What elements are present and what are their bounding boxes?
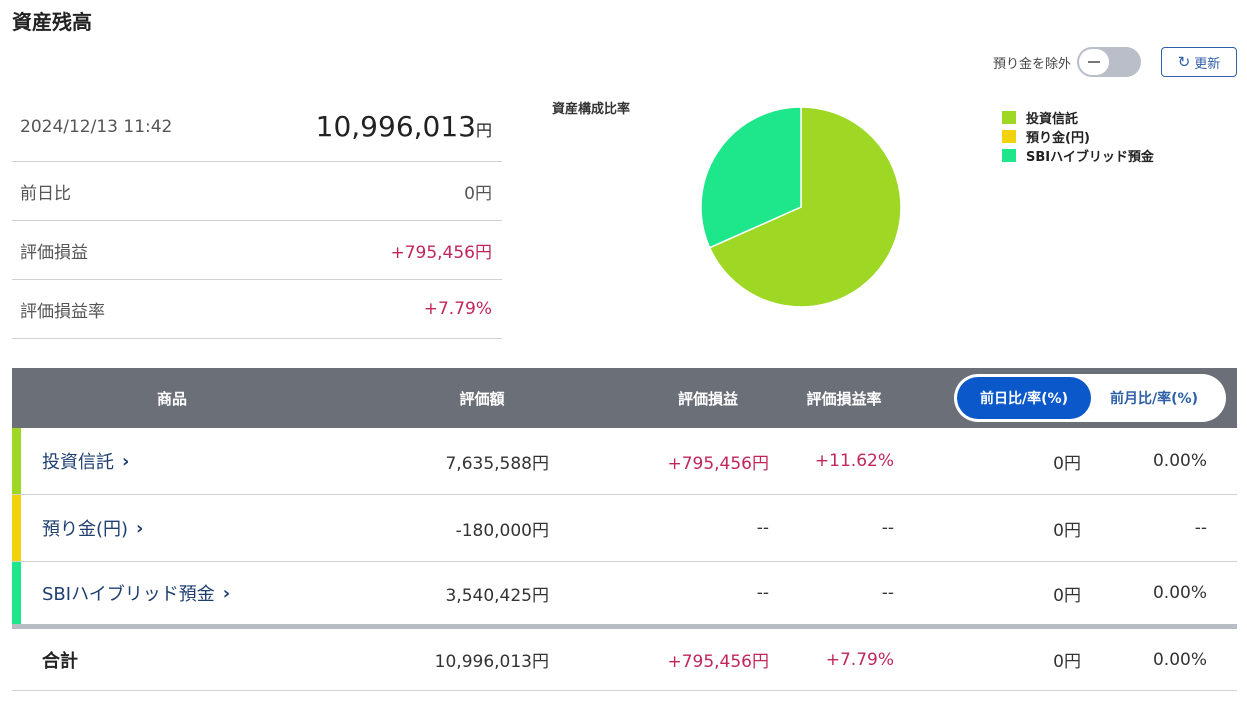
- product-name: 預り金(円): [42, 519, 129, 540]
- cell-diff-rate: 0.00%: [1152, 451, 1207, 471]
- summary-value: 0円: [464, 183, 492, 204]
- summary-label: 評価損益率: [20, 301, 105, 322]
- refresh-button[interactable]: ↻ 更新: [1161, 47, 1237, 77]
- category-color-bar: [12, 562, 21, 624]
- legend-item-hybrid-deposit: SBIハイブリッド預金: [1002, 146, 1154, 165]
- cell-pl-rate: +11.62%: [814, 451, 894, 471]
- chart-legend: 投資信託 預り金(円) SBIハイブリッド預金: [1002, 108, 1154, 165]
- minus-icon: [1088, 61, 1100, 63]
- pie-slice-0: [708, 106, 902, 308]
- pie-slice-2: [700, 106, 802, 249]
- table-row: 投資信託 › 7,635,588円 +795,456円 +11.62% 0円 0.…: [12, 428, 1237, 495]
- cell-diff-rate: 0.00%: [1152, 649, 1207, 670]
- product-name: 投資信託: [42, 452, 114, 473]
- legend-label: 預り金(円): [1026, 131, 1090, 146]
- category-color-bar: [12, 495, 21, 561]
- legend-swatch: [1002, 111, 1016, 124]
- header-pl: 評価損益: [677, 389, 738, 408]
- summary-total-row: 2024/12/13 11:42 10,996,013円: [12, 92, 502, 162]
- cell-pl: --: [756, 518, 769, 538]
- cell-pl-rate: --: [881, 583, 894, 603]
- summary-value: +795,456円: [390, 242, 492, 263]
- cell-diff: 0円: [1053, 520, 1081, 541]
- header-valuation: 評価額: [459, 389, 505, 408]
- legend-item-deposit: 預り金(円): [1002, 127, 1154, 146]
- cell-pl: --: [756, 583, 769, 603]
- cell-pl: +795,456円: [667, 652, 769, 672]
- legend-swatch: [1002, 130, 1016, 143]
- cell-pl-rate: --: [881, 518, 894, 538]
- table-row: 預り金(円) › -180,000円 -- -- 0円 --: [12, 495, 1237, 562]
- summary-row-pl-rate: 評価損益率 +7.79%: [12, 280, 502, 339]
- page-title: 資産残高: [12, 10, 92, 34]
- summary-label: 前日比: [20, 183, 71, 204]
- cell-diff: 0円: [1053, 585, 1081, 606]
- product-link-deposit[interactable]: 預り金(円) ›: [42, 495, 143, 561]
- legend-swatch: [1002, 149, 1016, 162]
- refresh-icon: ↻: [1177, 53, 1191, 71]
- chevron-right-icon: ›: [222, 582, 231, 604]
- holdings-table: 商品 評価額 評価損益 評価損益率 前日比/率(%) 前月比/率(%) 投資信託…: [12, 368, 1237, 691]
- cell-valuation: 7,635,588円: [445, 453, 549, 474]
- period-toggle: 前日比/率(%) 前月比/率(%): [954, 374, 1226, 422]
- cell-diff: 0円: [1053, 652, 1081, 672]
- header-pl-rate: 評価損益率: [806, 389, 882, 408]
- as-of-datetime: 2024/12/13 11:42: [20, 116, 173, 137]
- header-product: 商品: [156, 389, 187, 408]
- summary-value: +7.79%: [423, 299, 492, 319]
- legend-item-investment-trust: 投資信託: [1002, 108, 1154, 127]
- product-link-investment-trust[interactable]: 投資信託 ›: [42, 428, 129, 494]
- cell-pl-rate: +7.79%: [825, 649, 894, 670]
- cell-valuation: 10,996,013円: [434, 652, 549, 672]
- refresh-label: 更新: [1194, 56, 1221, 72]
- table-total-row: 合計 10,996,013円 +795,456円 +7.79% 0円 0.00%: [12, 629, 1237, 691]
- exclude-deposit-toggle[interactable]: [1077, 47, 1141, 77]
- cell-pl: +795,456円: [667, 453, 769, 474]
- asset-summary: 2024/12/13 11:42 10,996,013円 前日比 0円 評価損益…: [12, 92, 502, 339]
- cell-diff-rate: --: [1194, 518, 1207, 538]
- cell-valuation: 3,540,425円: [445, 585, 549, 606]
- chevron-right-icon: ›: [122, 450, 130, 472]
- tab-month-change[interactable]: 前月比/率(%): [1110, 391, 1198, 407]
- summary-row-day-change: 前日比 0円: [12, 162, 502, 221]
- total-amount: 10,996,013円: [316, 110, 492, 143]
- asset-pie-chart: [700, 106, 902, 308]
- toggle-knob: [1079, 49, 1109, 75]
- summary-label: 評価損益: [20, 242, 88, 263]
- table-header: 商品 評価額 評価損益 評価損益率 前日比/率(%) 前月比/率(%): [12, 368, 1237, 428]
- cell-valuation: -180,000円: [455, 520, 549, 541]
- total-label: 合計: [42, 650, 78, 672]
- chart-title: 資産構成比率: [552, 102, 631, 117]
- tab-day-change[interactable]: 前日比/率(%): [957, 377, 1091, 419]
- total-amount-unit: 円: [475, 121, 492, 140]
- total-amount-value: 10,996,013: [315, 110, 476, 143]
- legend-label: 投資信託: [1026, 112, 1079, 127]
- summary-row-pl: 評価損益 +795,456円: [12, 221, 502, 280]
- legend-label: SBIハイブリッド預金: [1026, 150, 1154, 165]
- category-color-bar: [12, 428, 21, 494]
- exclude-deposit-label: 預り金を除外: [992, 56, 1071, 72]
- product-link-hybrid-deposit[interactable]: SBIハイブリッド預金 ›: [42, 562, 230, 624]
- product-name: SBIハイブリッド預金: [42, 584, 215, 605]
- cell-diff: 0円: [1053, 453, 1081, 474]
- chevron-right-icon: ›: [136, 517, 144, 539]
- table-row: SBIハイブリッド預金 › 3,540,425円 -- -- 0円 0.00%: [12, 562, 1237, 629]
- cell-diff-rate: 0.00%: [1152, 583, 1207, 603]
- controls: 預り金を除外 ↻ 更新: [993, 46, 1237, 78]
